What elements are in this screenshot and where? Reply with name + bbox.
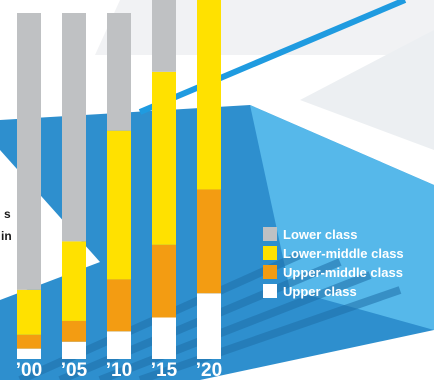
bar-segment-lower-middle — [152, 71, 176, 245]
bar-segment-lower — [152, 0, 176, 72]
bar-segment-upper — [62, 341, 86, 359]
x-tick-label: ’05 — [61, 360, 88, 380]
legend-swatch-upper — [263, 284, 277, 298]
bar-segment-lower-middle — [107, 130, 131, 280]
legend-swatch-upper-middle — [263, 265, 277, 279]
bar-segment-upper — [107, 331, 131, 359]
legend-label-lower: Lower class — [283, 227, 357, 242]
x-tick-label: ’20 — [196, 360, 222, 380]
legend-swatch-lower — [263, 227, 277, 241]
bar-segment-lower — [17, 13, 41, 290]
bar-segment-upper-middle — [152, 244, 176, 318]
bar-segment-lower-middle — [62, 241, 86, 321]
bar-segment-upper-middle — [62, 320, 86, 342]
bar-series-group — [17, 0, 221, 359]
light-stripe-right — [300, 30, 434, 150]
legend-label-upper-middle: Upper-middle class — [283, 265, 403, 280]
legend-swatch-lower-middle — [263, 246, 277, 260]
x-tick-label: ’00 — [16, 360, 42, 380]
bar-segment-upper — [197, 293, 221, 359]
bar-segment-lower-middle — [17, 289, 41, 335]
bar-segment-upper — [17, 348, 41, 359]
light-blue-panel — [250, 105, 434, 330]
bar-segment-lower-middle — [197, 0, 221, 190]
bar-segment-upper-middle — [107, 279, 131, 332]
accent-line — [138, 0, 407, 115]
bar-segment-upper-middle — [17, 334, 41, 349]
x-tick-label: ’15 — [151, 360, 178, 380]
clipped-text-2: in — [1, 229, 12, 243]
x-tick-label: ’10 — [106, 360, 132, 380]
legend-label-lower-middle: Lower-middle class — [283, 246, 404, 261]
x-tick-labels: ’00 ’05 ’10 ’15 ’20 — [16, 360, 222, 380]
legend-label-upper: Upper class — [283, 284, 357, 299]
bar-segment-upper — [152, 317, 176, 359]
legend: Lower class Lower-middle class Upper-middl… — [263, 227, 404, 299]
diagonal-stripes — [18, 251, 402, 380]
light-stripe-top — [95, 0, 434, 55]
bar-segment-upper-middle — [197, 189, 221, 294]
bar-segment-lower — [62, 13, 86, 242]
bar-segment-lower — [107, 13, 131, 131]
clipped-text-1: s — [4, 207, 11, 221]
